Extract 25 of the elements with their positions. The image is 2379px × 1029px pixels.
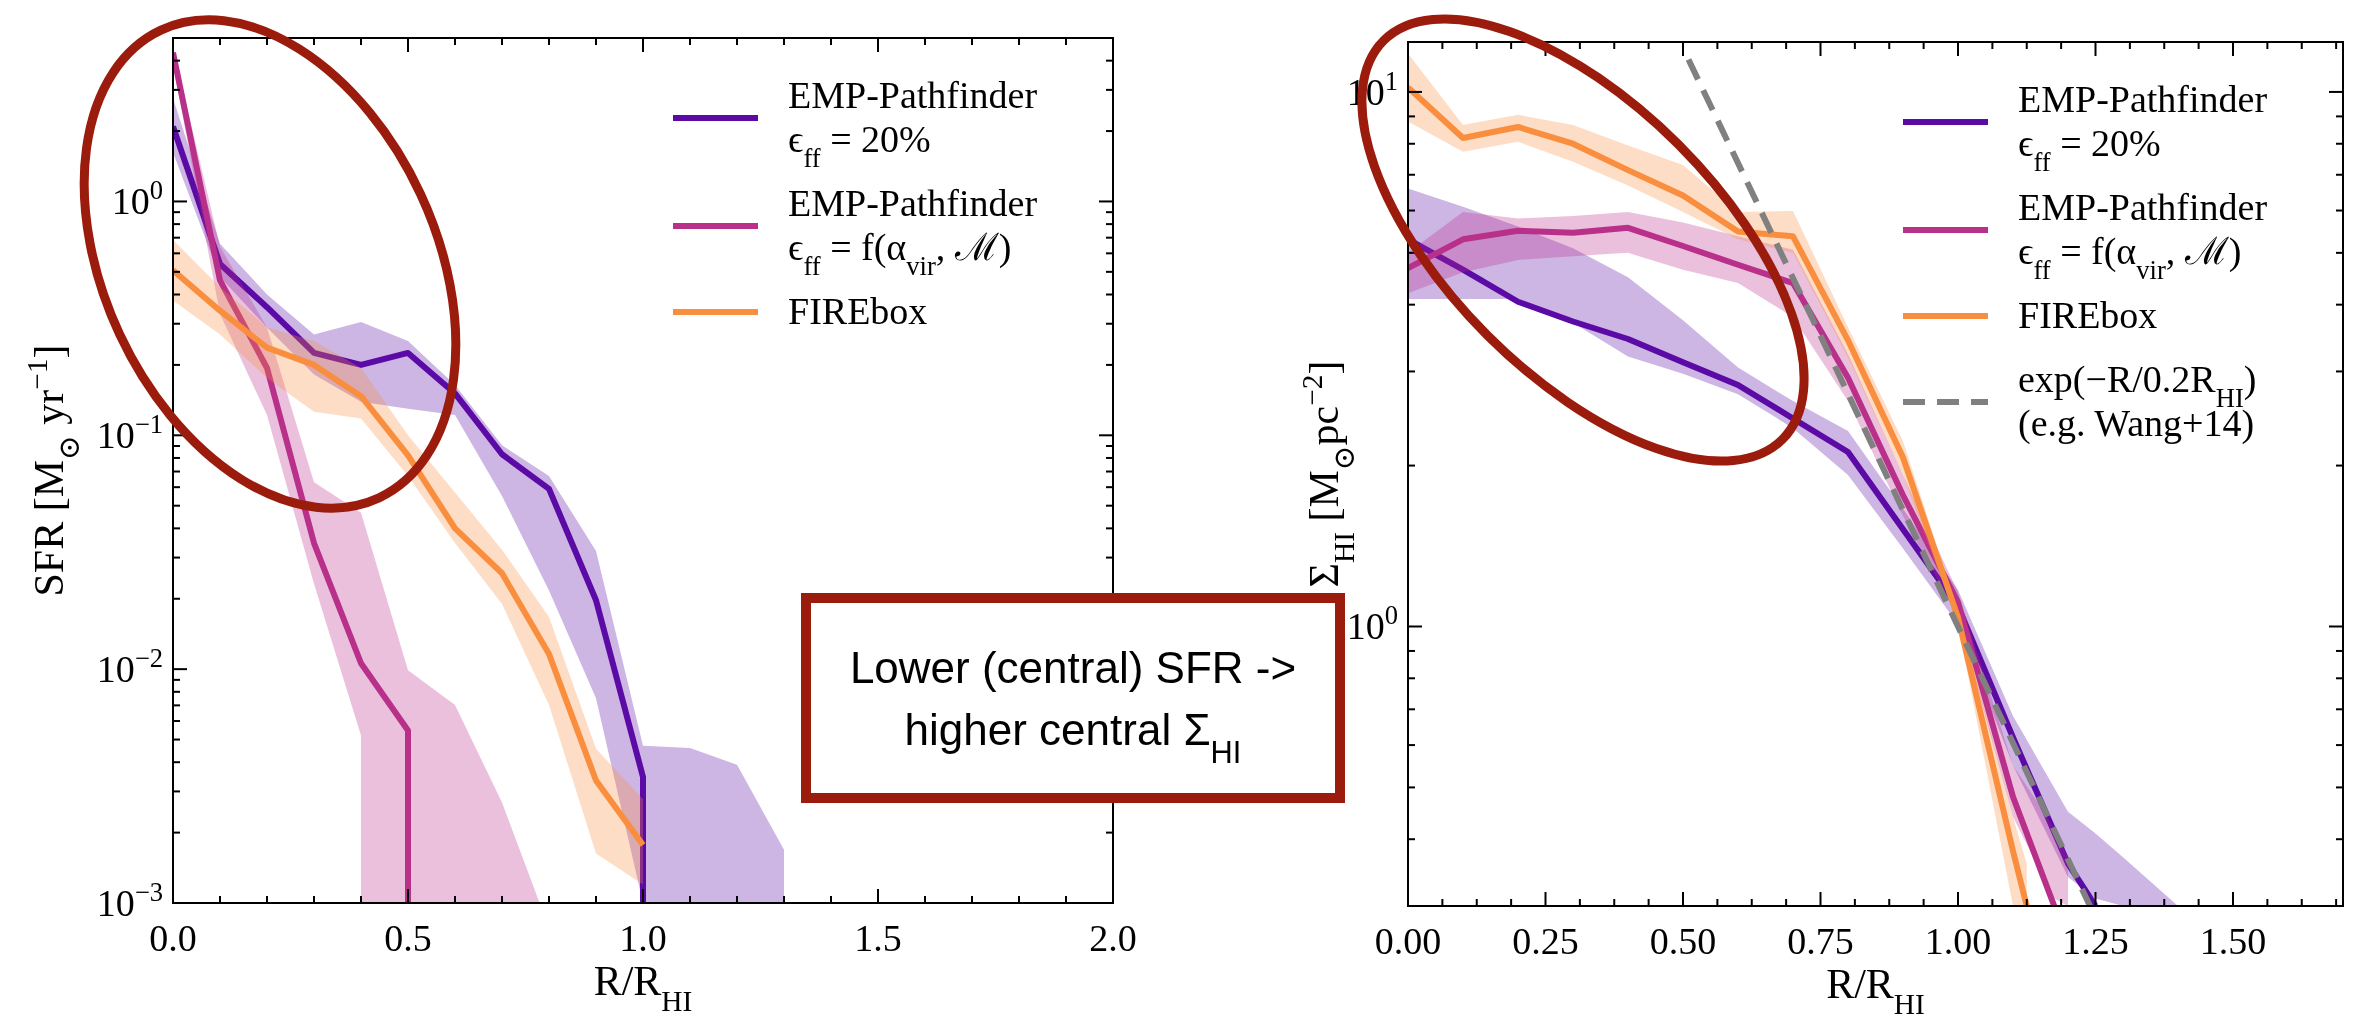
legend-label: exp(−R/0.2R$_{HI}$) (e.g. Wang+14) [2018,358,2257,445]
x-axis-title: R/R$_{HI}$ [1826,961,1925,1020]
legend-label: EMP-Pathfinder ϵ$_{ff}$ = 20% [2018,78,2268,177]
x-tick-label: 1.00 [1924,920,1992,962]
x-tick-label: 1.5 [854,917,902,959]
x-tick-label: 1.50 [2199,920,2267,962]
x-tick-label: 2.0 [1089,917,1137,959]
x-tick-label: 0.75 [1787,920,1854,962]
x-tick-label: 0.25 [1512,920,1579,962]
x-axis-title: R/R$_{HI}$ [593,958,693,1017]
legend-label: FIREbox [788,290,928,332]
x-tick-label: 1.25 [2062,920,2129,962]
y-tick-label: 10$^{0}$ [111,175,163,223]
legend-label: EMP-Pathfinder ϵ$_{ff}$ = f(α$_{vir}$, ℳ) [788,182,1038,281]
y-tick-label: 10$^{−2}$ [96,643,163,691]
y-tick-label: 10$^{−1}$ [96,409,163,457]
x-tick-label: 0.00 [1374,920,1442,962]
x-tick-label: 0.5 [384,917,432,959]
y-tick-label: 10$^{0}$ [1346,600,1398,648]
legend-label: EMP-Pathfinder ϵ$_{ff}$ = 20% [788,74,1038,173]
legend-label: FIREbox [2018,294,2158,336]
annotation: Lower (central) SFR -> higher central Σ$_{HI}$ [849,643,1297,770]
legend-label: EMP-Pathfinder ϵ$_{ff}$ = f(α$_{vir}$, ℳ) [2018,186,2268,285]
x-tick-label: 0.50 [1649,920,1717,962]
x-tick-label: 1.0 [619,917,667,959]
